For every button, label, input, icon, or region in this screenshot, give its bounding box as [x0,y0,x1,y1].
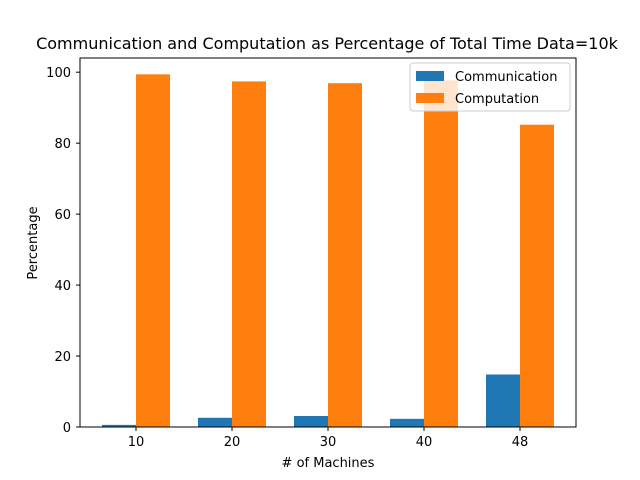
bar-communication-30 [294,416,328,427]
chart-title: Communication and Computation as Percent… [36,34,619,53]
y-axis-title: Percentage [26,206,41,279]
bar-computation-20 [232,81,266,428]
bar-communication-48 [486,374,520,427]
legend-box [409,62,571,112]
y-tick-label-40: 40 [54,279,71,294]
legend-swatch-computation [416,93,444,103]
legend: Communication Computation [409,62,571,112]
x-tick-label-20: 20 [224,435,241,450]
bar-communication-40 [390,418,424,427]
x-axis-title: # of Machines [282,456,375,471]
legend-swatch-communication [416,71,444,81]
bar-computation-10 [136,74,170,427]
y-tick-label-100: 100 [46,66,71,81]
x-tick-label-48: 48 [512,435,529,450]
x-tick-label-10: 10 [128,435,145,450]
plot-frame [79,57,577,428]
y-tick-label-20: 20 [54,350,71,365]
x-axis: 10 20 30 40 48 [128,427,529,450]
x-tick-label-40: 40 [416,435,433,450]
legend-label-computation: Computation [455,92,539,107]
bar-computation-48 [520,124,554,427]
bar-communication-10 [102,424,136,427]
bar-computation-40 [424,80,458,428]
x-tick-label-30: 30 [320,435,337,450]
bar-communication-20 [198,417,232,427]
y-tick-label-60: 60 [54,208,71,223]
y-tick-label-80: 80 [54,137,71,152]
bars-group [102,74,554,428]
y-axis: 0 20 40 60 80 100 [46,66,80,436]
legend-label-communication: Communication [455,70,557,85]
y-tick-label-0: 0 [63,421,71,436]
bar-computation-30 [328,83,362,427]
